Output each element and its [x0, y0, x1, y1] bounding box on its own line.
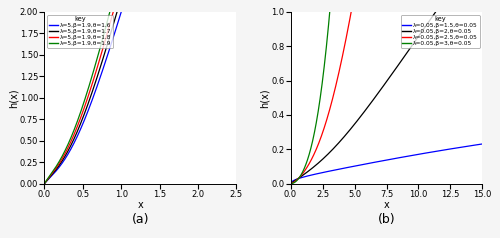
Legend: λ=5,β=1.9,θ=1.6, λ=5,β=1.9,θ=1.7, λ=5,β=1.9,θ=1.8, λ=5,β=1.9,θ=1.9: λ=5,β=1.9,θ=1.6, λ=5,β=1.9,θ=1.7, λ=5,β=… [48, 15, 113, 48]
Y-axis label: h(x): h(x) [8, 88, 18, 108]
Y-axis label: h(x): h(x) [260, 88, 270, 108]
X-axis label: x: x [384, 200, 390, 210]
Title: (a): (a) [132, 213, 149, 227]
X-axis label: x: x [138, 200, 143, 210]
Legend: λ=0.05,β=1.5,θ=0.05, λ=0.05,β=2,θ=0.05, λ=0.05,β=2.5,θ=0.05, λ=0.05,β=3,θ=0.05: λ=0.05,β=1.5,θ=0.05, λ=0.05,β=2,θ=0.05, … [400, 15, 479, 48]
Title: (b): (b) [378, 213, 396, 227]
